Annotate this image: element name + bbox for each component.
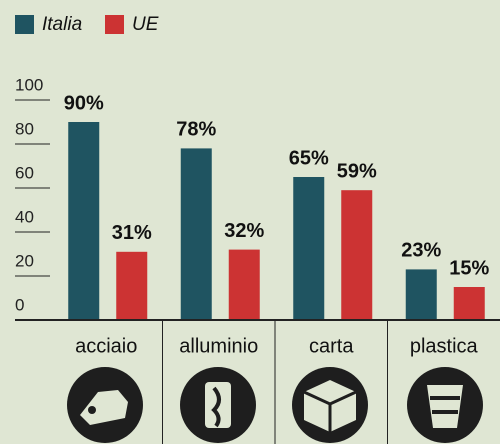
x-tick-label: acciaio	[75, 335, 137, 357]
bar	[116, 251, 148, 320]
bar	[228, 249, 260, 320]
y-tick-label: 20	[15, 251, 34, 270]
bar	[405, 269, 437, 320]
value-label: 59%	[337, 160, 377, 182]
value-label: 90%	[64, 92, 104, 114]
y-tick-label: 80	[15, 119, 34, 138]
bar	[453, 287, 485, 320]
bar	[293, 177, 325, 320]
value-label: 78%	[176, 119, 216, 141]
legend-swatch	[105, 15, 124, 34]
y-tick-label: 40	[15, 207, 34, 226]
y-tick-label: 0	[15, 295, 24, 314]
icons	[67, 367, 483, 443]
value-label: 65%	[289, 147, 329, 169]
icon-dot	[88, 406, 96, 414]
icon-can-stripe	[211, 386, 221, 428]
legend-label: UE	[132, 14, 159, 35]
x-tick-label: alluminio	[179, 335, 258, 357]
bar	[68, 122, 100, 320]
value-label: 23%	[401, 240, 441, 262]
icon-steel	[80, 390, 128, 425]
bar	[180, 148, 212, 320]
icon-cup-stripe	[430, 396, 460, 414]
x-tick-label: carta	[309, 335, 354, 357]
icon-cup	[427, 385, 463, 428]
y-tick-label: 60	[15, 163, 34, 182]
value-label: 32%	[224, 220, 264, 242]
bar	[341, 190, 373, 320]
value-label: 15%	[449, 257, 489, 279]
y-tick-label: 100	[15, 75, 43, 94]
icon-box-edge	[303, 390, 357, 432]
legend-label: Italia	[42, 14, 82, 35]
legend-swatch	[15, 15, 34, 34]
x-tick-label: plastica	[410, 335, 479, 357]
value-label: 31%	[112, 222, 152, 244]
